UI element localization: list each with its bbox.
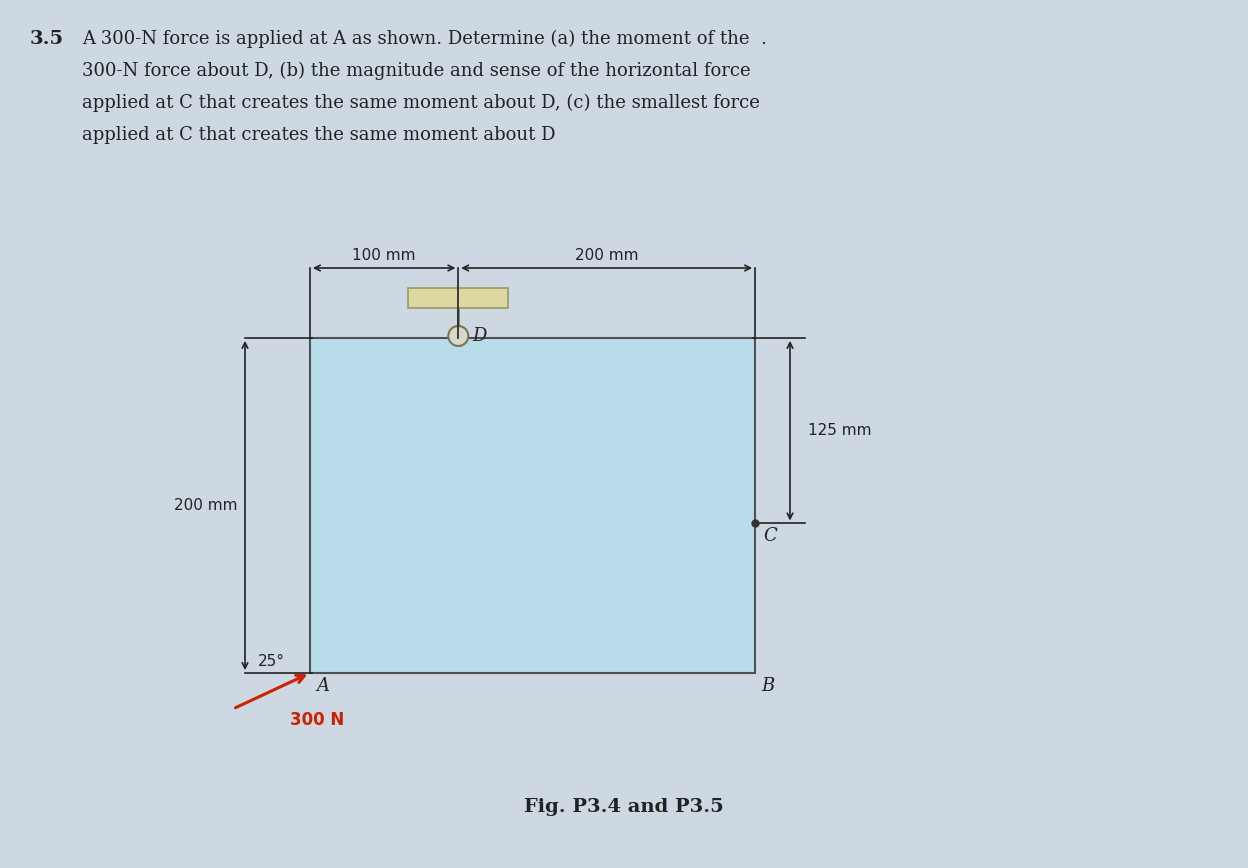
Text: 200 mm: 200 mm: [173, 498, 237, 513]
Bar: [310, 338, 755, 673]
Text: A: A: [316, 677, 329, 695]
Text: B: B: [761, 677, 774, 695]
Text: 3.5: 3.5: [30, 30, 64, 48]
Text: applied at C that creates the same moment about D, (c) the smallest force: applied at C that creates the same momen…: [82, 94, 760, 112]
Text: 100 mm: 100 mm: [352, 248, 416, 263]
Text: 300 N: 300 N: [290, 711, 344, 729]
Text: 300-N force about D, (b) the magnitude and sense of the horizontal force: 300-N force about D, (b) the magnitude a…: [82, 62, 750, 80]
Text: 125 mm: 125 mm: [807, 424, 871, 438]
Text: C: C: [763, 528, 776, 545]
Text: applied at C that creates the same moment about D: applied at C that creates the same momen…: [82, 126, 555, 144]
Bar: [408, 288, 508, 308]
Text: D: D: [472, 327, 487, 345]
Text: 25°: 25°: [258, 654, 285, 669]
Text: A 300-N force is applied at A as shown. Determine (a) the moment of the  .: A 300-N force is applied at A as shown. …: [82, 30, 766, 49]
Text: Fig. P3.4 and P3.5: Fig. P3.4 and P3.5: [524, 798, 724, 816]
Text: 200 mm: 200 mm: [575, 248, 639, 263]
Circle shape: [448, 326, 468, 346]
